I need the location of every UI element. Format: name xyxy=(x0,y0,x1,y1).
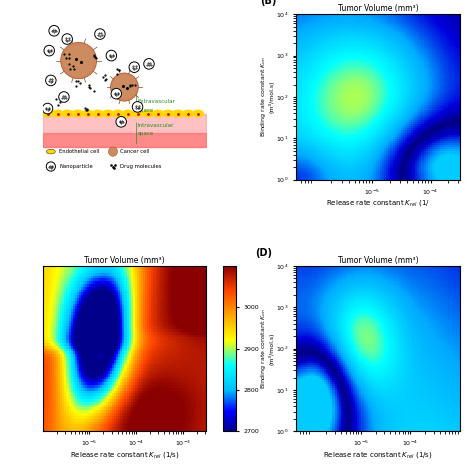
Ellipse shape xyxy=(182,110,193,117)
Ellipse shape xyxy=(52,110,63,117)
Circle shape xyxy=(64,45,94,76)
Circle shape xyxy=(59,91,69,102)
Circle shape xyxy=(132,101,143,112)
Ellipse shape xyxy=(73,110,83,117)
Circle shape xyxy=(109,147,118,156)
Ellipse shape xyxy=(92,110,103,117)
Text: (D): (D) xyxy=(255,248,272,258)
Circle shape xyxy=(113,75,136,99)
Title: Tumor Volume (mm³): Tumor Volume (mm³) xyxy=(337,4,418,13)
Circle shape xyxy=(144,59,154,69)
Ellipse shape xyxy=(133,110,143,117)
Ellipse shape xyxy=(193,110,203,117)
Circle shape xyxy=(46,162,55,171)
X-axis label: Release rate constant $K_{rel}$ (1/s): Release rate constant $K_{rel}$ (1/s) xyxy=(323,450,433,460)
Ellipse shape xyxy=(42,110,53,117)
Circle shape xyxy=(106,50,117,61)
X-axis label: Release rate constant $K_{rel}$ (1/: Release rate constant $K_{rel}$ (1/ xyxy=(326,198,430,208)
Circle shape xyxy=(46,75,56,86)
Text: Extravascular: Extravascular xyxy=(137,100,175,104)
Title: Tumor Volume (mm³): Tumor Volume (mm³) xyxy=(84,256,165,265)
Circle shape xyxy=(129,62,139,73)
Circle shape xyxy=(95,29,105,39)
Ellipse shape xyxy=(82,110,93,117)
Circle shape xyxy=(116,117,127,127)
Text: space: space xyxy=(137,108,154,113)
Ellipse shape xyxy=(46,149,55,154)
Circle shape xyxy=(49,26,59,36)
Text: Drug molecules: Drug molecules xyxy=(119,164,161,169)
Circle shape xyxy=(61,42,97,79)
Ellipse shape xyxy=(102,110,113,117)
Text: space: space xyxy=(137,131,154,136)
Ellipse shape xyxy=(153,110,163,117)
Circle shape xyxy=(62,34,73,45)
Ellipse shape xyxy=(173,110,183,117)
Circle shape xyxy=(42,103,53,114)
Y-axis label: Binding rate constant $K_{on}$
(m³/mol.s): Binding rate constant $K_{on}$ (m³/mol.s… xyxy=(259,308,274,389)
Text: Endothelial cell: Endothelial cell xyxy=(59,149,100,154)
Ellipse shape xyxy=(163,110,173,117)
Text: Nanoparticle: Nanoparticle xyxy=(59,164,93,169)
Ellipse shape xyxy=(122,110,133,117)
Ellipse shape xyxy=(143,110,153,117)
Ellipse shape xyxy=(112,110,123,117)
Circle shape xyxy=(110,73,138,101)
Text: (B): (B) xyxy=(260,0,277,6)
X-axis label: Release rate constant $K_{rel}$ (1/s): Release rate constant $K_{rel}$ (1/s) xyxy=(70,450,179,460)
Text: Cancer cell: Cancer cell xyxy=(119,149,149,154)
Circle shape xyxy=(111,88,121,99)
Title: Tumor Volume (mm³): Tumor Volume (mm³) xyxy=(337,256,418,265)
Y-axis label: Binding rate constant $K_{on}$
(m³/mol.s): Binding rate constant $K_{on}$ (m³/mol.s… xyxy=(259,56,274,137)
Text: Intravascular: Intravascular xyxy=(137,123,174,128)
Circle shape xyxy=(44,46,55,56)
Ellipse shape xyxy=(62,110,73,117)
